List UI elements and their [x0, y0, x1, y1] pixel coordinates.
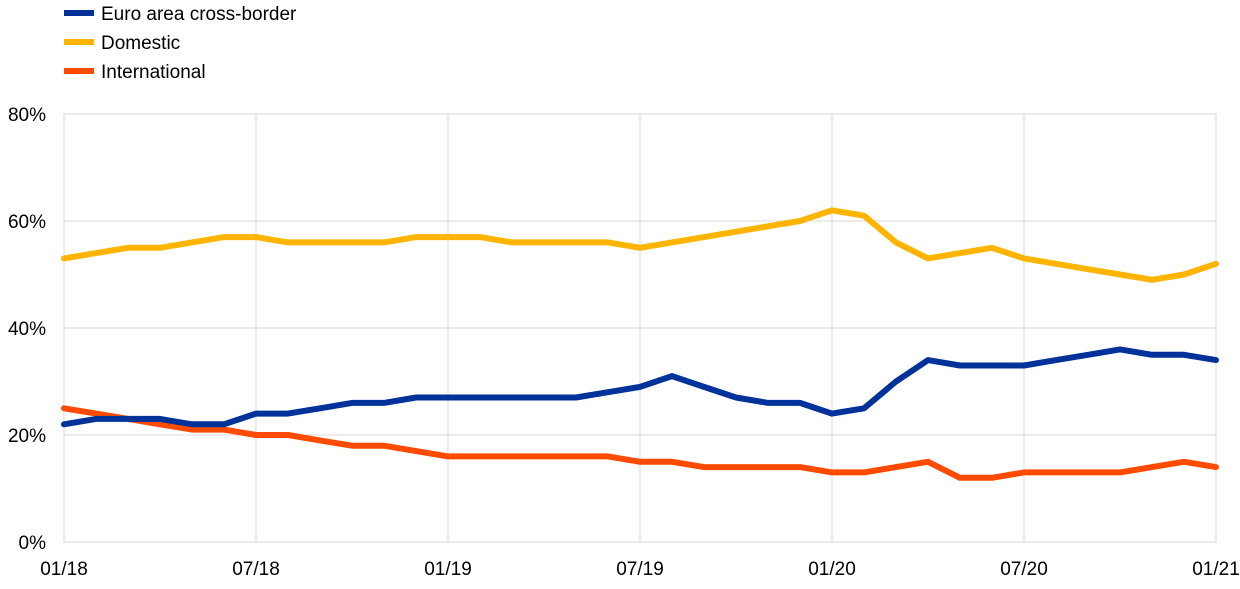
y-tick-label: 40% — [8, 319, 46, 340]
y-tick-label: 60% — [8, 212, 46, 233]
series-line-international — [61, 405, 1219, 481]
y-tick-label: 0% — [19, 533, 47, 554]
legend-label-euro-area-cross-border: Euro area cross-border — [101, 4, 297, 25]
series-line-domestic — [61, 207, 1219, 283]
y-axis: 0% 20% 40% 60% 80% — [8, 105, 46, 554]
x-tick-label: 01/21 — [1192, 559, 1240, 580]
x-axis: 01/18 07/18 01/19 07/19 01/20 07/20 01/21 — [40, 559, 1240, 580]
legend-label-domestic: Domestic — [101, 33, 180, 54]
x-tick-label: 07/18 — [232, 559, 280, 580]
legend-item-domestic: Domestic — [64, 33, 180, 54]
x-tick-label: 07/20 — [1000, 559, 1048, 580]
legend: Euro area cross-border Domestic Internat… — [64, 4, 297, 83]
y-tick-label: 20% — [8, 426, 46, 447]
data-series — [61, 207, 1219, 481]
x-tick-label: 01/19 — [424, 559, 472, 580]
x-tick-label: 01/18 — [40, 559, 88, 580]
y-tick-label: 80% — [8, 105, 46, 126]
x-tick-label: 07/19 — [616, 559, 664, 580]
legend-label-international: International — [101, 62, 206, 83]
gridlines — [63, 113, 1217, 543]
x-tick-label: 01/20 — [808, 559, 856, 580]
legend-item-international: International — [64, 62, 206, 83]
legend-item-euro-area-cross-border: Euro area cross-border — [64, 4, 297, 25]
series-line-euro-area-cross-border — [61, 346, 1219, 428]
